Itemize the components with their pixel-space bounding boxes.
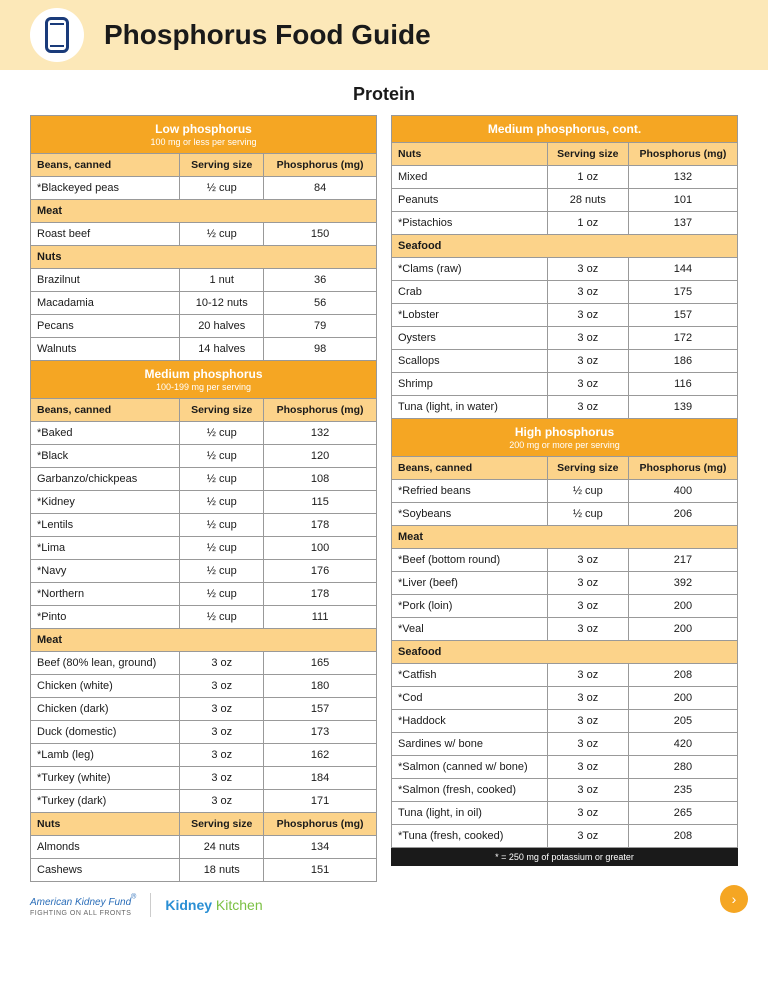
section-header-high: High phosphorus200 mg or more per servin… <box>392 419 738 457</box>
section-header-med: Medium phosphorus100-199 mg per serving <box>31 361 377 399</box>
table-row: Walnuts14 halves98 <box>31 338 377 361</box>
table-row: *Lima½ cup100 <box>31 537 377 560</box>
table-row: *Beef (bottom round)3 oz217 <box>392 549 738 572</box>
table-row: Macadamia10-12 nuts56 <box>31 292 377 315</box>
table-row: Brazilnut1 nut36 <box>31 269 377 292</box>
page-title: Phosphorus Food Guide <box>104 19 431 51</box>
table-row: Peanuts28 nuts101 <box>392 189 738 212</box>
right-column: Medium phosphorus, cont. NutsServing siz… <box>391 115 738 882</box>
content-columns: Low phosphorus100 mg or less per serving… <box>0 115 768 882</box>
table-row: *Lobster3 oz157 <box>392 304 738 327</box>
header-band: Phosphorus Food Guide <box>0 0 768 70</box>
table-row: *Kidney½ cup115 <box>31 491 377 514</box>
table-row: Tuna (light, in oil)3 oz265 <box>392 802 738 825</box>
table-row: Oysters3 oz172 <box>392 327 738 350</box>
footnote: * = 250 mg of potassium or greater <box>391 848 738 866</box>
low-phosphorus-table: Low phosphorus100 mg or less per serving… <box>30 115 377 882</box>
table-row: *Pork (loin)3 oz200 <box>392 595 738 618</box>
table-row: Garbanzo/chickpeas½ cup108 <box>31 468 377 491</box>
footer-divider <box>150 893 151 917</box>
cat-meat: Meat <box>31 200 377 223</box>
table-row: *Turkey (dark)3 oz171 <box>31 790 377 813</box>
table-row: *Navy½ cup176 <box>31 560 377 583</box>
table-row: *Soybeans½ cup206 <box>392 503 738 526</box>
table-row: Crab3 oz175 <box>392 281 738 304</box>
akf-logo: American Kidney Fund® FIGHTING ON ALL FR… <box>30 892 136 917</box>
table-row: Tuna (light, in water)3 oz139 <box>392 396 738 419</box>
table-row: *Black½ cup120 <box>31 445 377 468</box>
cat-beans: Beans, canned <box>31 154 180 177</box>
table-row: Almonds24 nuts134 <box>31 836 377 859</box>
table-row: Roast beef½ cup150 <box>31 223 377 246</box>
table-row: Chicken (dark)3 oz157 <box>31 698 377 721</box>
table-row: *Veal3 oz200 <box>392 618 738 641</box>
table-row: Pecans20 halves79 <box>31 315 377 338</box>
cat-nuts: Nuts <box>31 246 377 269</box>
table-row: *Refried beans½ cup400 <box>392 480 738 503</box>
table-row: *Lentils½ cup178 <box>31 514 377 537</box>
subtitle: Protein <box>0 84 768 105</box>
table-row: *Clams (raw)3 oz144 <box>392 258 738 281</box>
table-row: *Salmon (canned w/ bone)3 oz280 <box>392 756 738 779</box>
left-column: Low phosphorus100 mg or less per serving… <box>30 115 377 882</box>
table-row: Cashews18 nuts151 <box>31 859 377 882</box>
table-row: Beef (80% lean, ground)3 oz165 <box>31 652 377 675</box>
table-row: Scallops3 oz186 <box>392 350 738 373</box>
table-row: Mixed1 oz132 <box>392 166 738 189</box>
section-header-med-cont: Medium phosphorus, cont. <box>392 116 738 143</box>
table-row: *Catfish3 oz208 <box>392 664 738 687</box>
med-cont-table: Medium phosphorus, cont. NutsServing siz… <box>391 115 738 848</box>
can-icon-circle <box>30 8 84 62</box>
footer: American Kidney Fund® FIGHTING ON ALL FR… <box>0 882 768 927</box>
table-row: *Baked½ cup132 <box>31 422 377 445</box>
next-page-button[interactable]: › <box>720 885 748 913</box>
table-row: Sardines w/ bone3 oz420 <box>392 733 738 756</box>
table-row: *Blackeyed peas½ cup84 <box>31 177 377 200</box>
table-row: *Haddock3 oz205 <box>392 710 738 733</box>
kidney-kitchen-logo: Kidney Kitchen <box>165 897 262 913</box>
table-row: *Lamb (leg)3 oz162 <box>31 744 377 767</box>
table-row: *Liver (beef)3 oz392 <box>392 572 738 595</box>
can-icon <box>45 17 69 53</box>
table-row: Shrimp3 oz116 <box>392 373 738 396</box>
table-row: *Cod3 oz200 <box>392 687 738 710</box>
table-row: *Tuna (fresh, cooked)3 oz208 <box>392 825 738 848</box>
table-row: Duck (domestic)3 oz173 <box>31 721 377 744</box>
table-row: *Northern½ cup178 <box>31 583 377 606</box>
table-row: *Pistachios1 oz137 <box>392 212 738 235</box>
table-row: Chicken (white)3 oz180 <box>31 675 377 698</box>
table-row: *Pinto½ cup111 <box>31 606 377 629</box>
section-header-low: Low phosphorus100 mg or less per serving <box>31 116 377 154</box>
table-row: *Salmon (fresh, cooked)3 oz235 <box>392 779 738 802</box>
table-row: *Turkey (white)3 oz184 <box>31 767 377 790</box>
